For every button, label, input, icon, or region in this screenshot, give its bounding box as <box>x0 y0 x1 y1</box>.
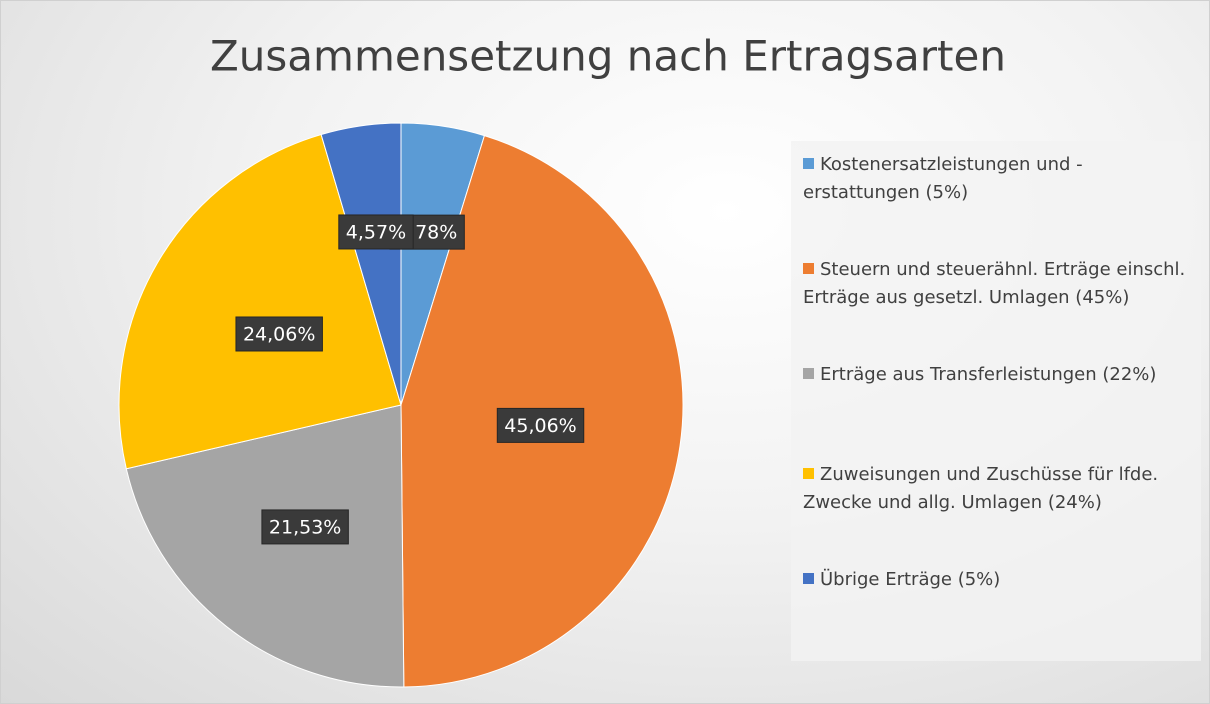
data-label: 21,53% <box>261 509 349 545</box>
pie-slice <box>320 122 402 406</box>
data-label-text: 45,06% <box>504 415 576 437</box>
data-label-text: 21,53% <box>269 516 341 538</box>
chart-title: Zusammensetzung nach Ertragsarten <box>210 32 1006 81</box>
legend-entry: Kostenersatzleistungen und -erstattungen… <box>803 151 1193 207</box>
legend-swatch <box>803 573 814 584</box>
data-label-text: 24,06% <box>243 323 315 345</box>
data-label-box <box>338 214 414 250</box>
legend-swatch <box>803 468 814 479</box>
data-label: 24,06% <box>235 316 323 352</box>
legend-entry: Zuweisungen und Zuschüsse für lfde. Zwec… <box>803 461 1193 517</box>
legend-entry: Steuern und steuerähnl. Erträge einschl.… <box>803 256 1193 312</box>
data-label: 45,06% <box>496 407 585 443</box>
legend-label: Zuweisungen und Zuschüsse für lfde. Zwec… <box>803 464 1159 513</box>
legend-label: Kostenersatzleistungen und -erstattungen… <box>803 154 1083 203</box>
legend-swatch <box>803 263 814 274</box>
legend: Kostenersatzleistungen und -erstattungen… <box>791 141 1201 661</box>
data-label-box <box>496 407 585 443</box>
legend-entry: Erträge aus Transferleistungen (22%) <box>803 361 1193 389</box>
legend-label: Erträge aus Transferleistungen (22%) <box>820 364 1157 385</box>
legend-label: Steuern und steuerähnl. Erträge einschl.… <box>803 259 1186 308</box>
data-label-box <box>235 316 323 352</box>
legend-label: Übrige Erträge (5%) <box>820 569 1001 590</box>
legend-swatch <box>803 158 814 169</box>
pie-slice <box>125 404 405 688</box>
pie-slice <box>118 133 402 470</box>
data-label-box <box>261 509 349 545</box>
legend-entry: Übrige Erträge (5%) <box>803 566 1193 594</box>
legend-swatch <box>803 368 814 379</box>
data-label: 4,57% <box>338 214 414 250</box>
data-label-text: 4,57% <box>346 221 406 243</box>
